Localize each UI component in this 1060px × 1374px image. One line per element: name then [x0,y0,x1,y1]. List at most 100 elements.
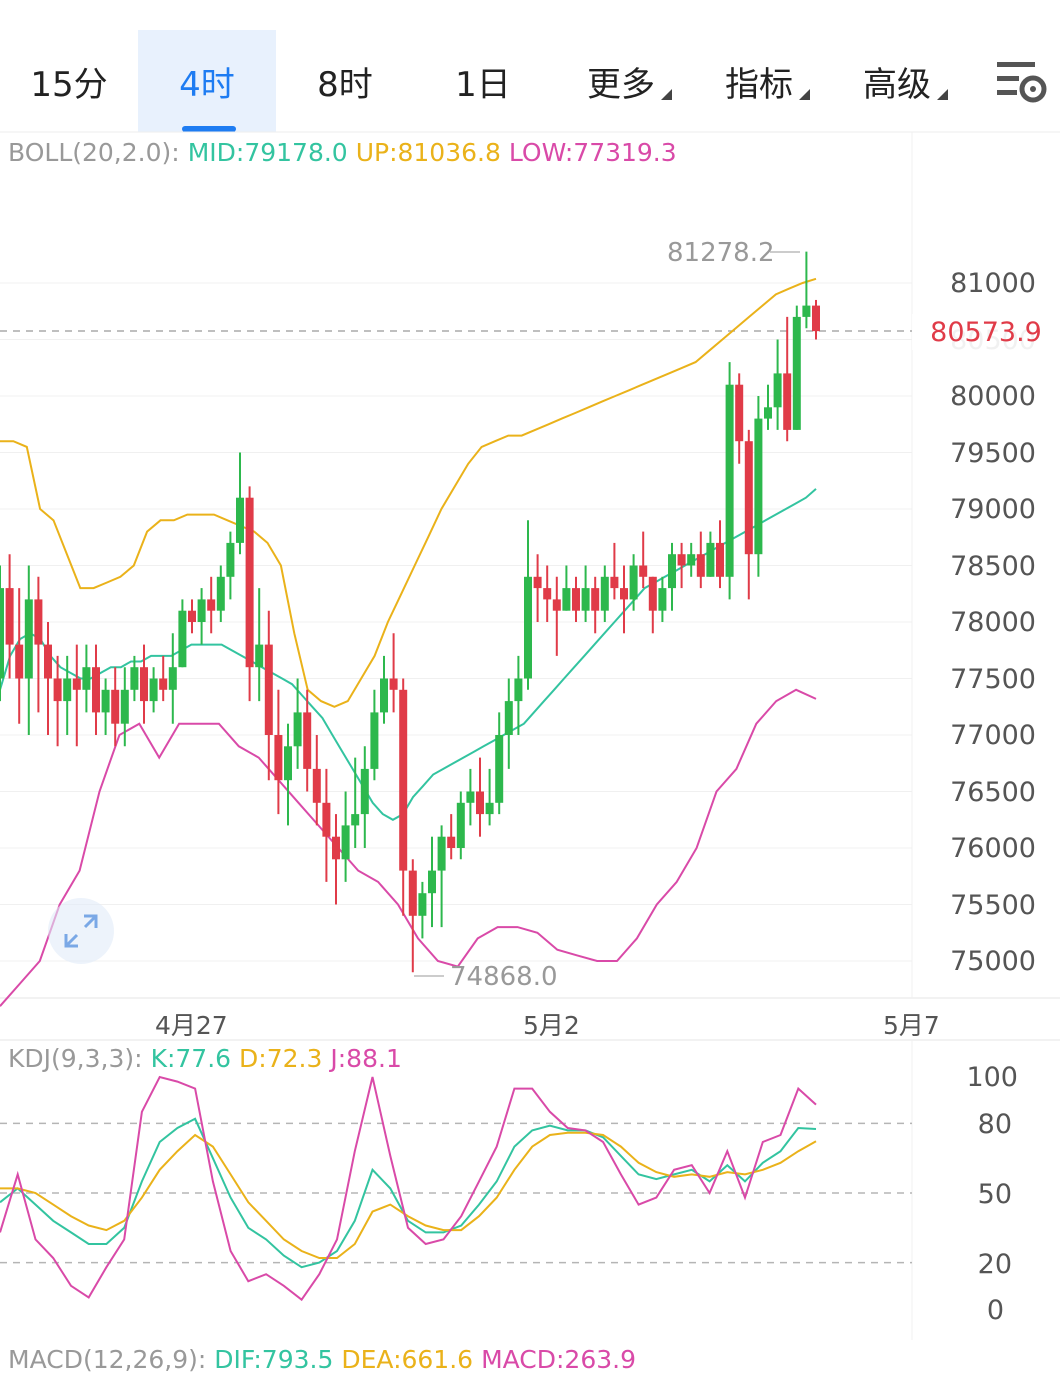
candle-body [524,576,532,679]
bollinger-bands [0,277,817,1007]
candle-body [716,542,724,577]
price-tick: 80000 [950,381,1036,412]
candle-body [188,610,196,622]
date-tick: 5月2 [523,1011,580,1040]
candle-body [562,588,571,611]
expand-chart-button[interactable] [48,898,114,964]
macd-legend: MACD(12,26,9): DIF:793.5 DEA:661.6 MACD:263… [8,1345,644,1374]
candle-body [792,316,801,430]
candle-body [485,802,494,815]
candle-body [140,667,148,702]
candle-body [754,418,763,555]
kdj-tick: 50 [977,1179,1012,1210]
candle-body [149,678,158,702]
price-tick: 75500 [950,890,1036,921]
candle-body [620,588,628,600]
candle-body [341,825,350,860]
chart-markers [414,251,800,977]
candle-body [168,667,177,690]
candle-body [264,644,273,735]
dropdown-caret-icon [799,89,810,100]
tab-8h[interactable]: 8时 [276,30,414,132]
dropdown-caret-icon [661,89,672,100]
tab-label: 1日 [455,64,511,105]
candle-body [706,542,715,577]
boll-low-line [0,688,817,1007]
tab-more[interactable]: 更多 [552,30,690,132]
candle-body [5,588,14,645]
macd-dea: DEA:661.6 [341,1345,474,1374]
candle-body [735,384,744,442]
tab-15m[interactable]: 15分 [0,30,138,132]
candle-body [639,565,648,577]
candle-body [812,305,820,332]
boll-mid: MID:79178.0 [187,138,348,167]
candle-body [456,802,465,848]
date-tick: 5月7 [883,1011,940,1040]
boll-low: LOW:77319.3 [508,138,677,167]
candle-body [773,373,782,408]
candle-body [725,384,734,577]
chart-settings-icon[interactable] [995,58,1047,104]
low-price-label: 74868.0 [450,962,558,992]
macd-dif: DIF:793.5 [214,1345,334,1374]
kdj-lines [0,1075,817,1302]
candle-body [274,735,283,781]
candle-body [0,588,4,679]
tab-4h[interactable]: 4时 [138,30,276,132]
candle-body [380,678,388,713]
candle-body [399,689,408,871]
boll-mid-line [0,488,817,821]
candle-body [552,599,561,611]
tab-label: 15分 [30,64,108,105]
candlesticks [0,251,820,973]
tab-label: 指标 [725,64,793,105]
candle-body [226,542,235,577]
kdj-j-line [0,1075,817,1302]
candle-body [130,667,139,690]
candle-body [543,588,552,600]
kdj-j: J:88.1 [330,1044,402,1073]
tab-label: 8时 [317,64,373,105]
tab-label: 4时 [179,64,235,105]
candle-body [207,599,216,611]
high-price-label: 81278.2 [667,238,775,268]
tab-indicators[interactable]: 指标 [690,30,828,132]
kdj-title: KDJ(9,3,3): [8,1044,143,1073]
candle-body [360,768,369,815]
current-price-tag: 80573.9 [912,314,1060,350]
expand-icon [64,914,98,948]
candle-body [658,588,667,611]
candle-body [668,554,676,589]
candle-body [236,497,244,543]
candle-body [293,712,302,747]
candle-body [72,678,81,690]
candle-body [533,576,542,589]
price-tick: 79500 [950,438,1036,469]
candle-body [696,554,705,577]
candle-body [101,689,110,713]
kdj-k-line [0,1117,817,1269]
tab-advanced[interactable]: 高级 [828,30,966,132]
candle-body [120,689,129,724]
candle-body [514,678,523,702]
boll-title: BOLL(20,2.0): [8,138,180,167]
active-tab-indicator [182,126,236,132]
candle-body [428,870,436,894]
kdj-d: D:72.3 [239,1044,323,1073]
kdj-d-line [0,1131,817,1259]
tab-1d[interactable]: 1日 [414,30,552,132]
candle-body [466,791,475,803]
candle-body [178,610,187,668]
candle-body [303,712,312,769]
candle-body [408,870,417,916]
candle-body [629,565,638,600]
candle-body [802,305,811,317]
candle-body [63,678,72,702]
candle-body [255,644,264,668]
candle-body [572,588,580,611]
tab-label: 更多 [587,64,655,105]
candle-body [15,644,24,679]
candle-body [389,678,398,690]
